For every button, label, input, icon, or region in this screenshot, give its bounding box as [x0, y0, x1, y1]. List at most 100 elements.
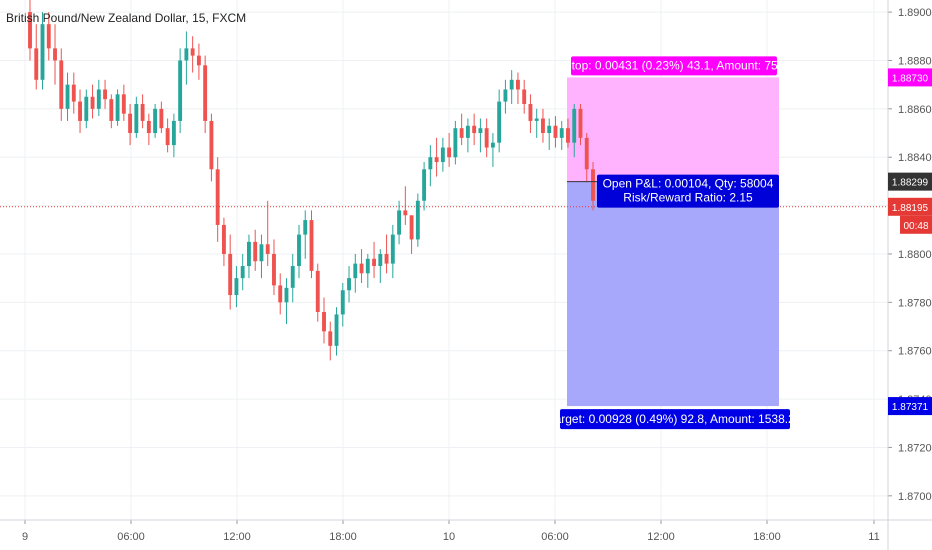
candle-body — [78, 101, 82, 121]
candle-body — [28, 12, 32, 49]
candle-body — [372, 258, 376, 267]
stop-zone[interactable] — [567, 77, 779, 182]
candle-body — [290, 266, 295, 288]
x-tick-label: 9 — [22, 531, 28, 543]
candle-body — [415, 200, 420, 240]
candle-body — [221, 224, 226, 254]
candle-body — [259, 244, 264, 262]
candle-body — [378, 253, 383, 267]
candle-body — [534, 118, 539, 121]
candle-body — [434, 157, 439, 163]
candle-body — [297, 234, 301, 267]
candle-body — [278, 285, 283, 303]
candle-body — [165, 128, 170, 146]
candle-body — [390, 234, 395, 264]
candle-body — [347, 278, 351, 291]
candle-body — [572, 108, 577, 143]
candle-body — [65, 84, 70, 109]
stop-price-tag-box — [888, 68, 932, 87]
candle-body — [134, 104, 139, 134]
chart-title: British Pound/New Zealand Dollar, 15, FX… — [6, 11, 246, 25]
candle-body — [591, 169, 595, 201]
countdown-timer: 00:48 — [903, 221, 928, 232]
candle-body — [303, 220, 308, 235]
candle-body — [115, 94, 120, 121]
position-overlay[interactable]: Stop: 0.00431 (0.23%) 43.1, Amount: 750 T… — [0, 56, 888, 430]
candle-body — [128, 113, 133, 134]
candle-body — [322, 312, 326, 332]
y-tick-label: 1.88000 — [898, 249, 932, 261]
y-tick-label: 1.89000 — [898, 7, 932, 19]
candle-body — [121, 94, 126, 114]
candle-body — [215, 169, 220, 225]
y-tick-label: 1.88800 — [898, 55, 932, 67]
x-tick-label: 11 — [868, 531, 879, 543]
candle-body — [459, 128, 464, 138]
candle-body — [578, 108, 583, 138]
candle-body — [334, 314, 339, 346]
candle-body — [447, 147, 452, 158]
candle-body — [365, 258, 370, 274]
candle-body — [490, 142, 495, 148]
y-tick-label: 1.87000 — [898, 491, 932, 503]
candle-body — [328, 331, 333, 346]
candle-body — [472, 125, 477, 134]
price-axis[interactable]: 1.890001.888001.886001.884001.882001.880… — [887, 0, 932, 550]
pnl-box — [597, 174, 779, 208]
candle-body — [465, 125, 470, 138]
candle-body — [84, 96, 89, 121]
candle-body — [428, 157, 433, 170]
candle-body — [522, 89, 527, 104]
candle-body — [547, 125, 552, 134]
candle-body — [40, 24, 45, 80]
target-label: Target: 0.00928 (0.49%) 92.8, Amount: 15… — [549, 412, 802, 426]
candle-body — [171, 120, 176, 146]
x-tick-label: 06:00 — [541, 531, 569, 543]
candle-body — [440, 147, 445, 163]
entry-price-tag-box — [888, 172, 932, 191]
candle-body — [503, 89, 508, 102]
candle-body — [34, 48, 39, 80]
candle-body — [403, 210, 408, 216]
candle-body — [228, 253, 233, 296]
entry-price-tag: 1.88299 — [892, 178, 929, 189]
candle-body — [453, 128, 458, 158]
candle-body — [340, 290, 345, 315]
stop-label-box — [571, 56, 777, 76]
candle-body — [190, 48, 195, 56]
candle-body — [309, 220, 314, 271]
target-price-tag: 1.87371 — [892, 402, 929, 413]
x-tick-label: 10 — [443, 531, 455, 543]
position-zones[interactable] — [567, 77, 779, 407]
candle-body — [103, 89, 108, 100]
y-tick-label: 1.87600 — [898, 346, 932, 358]
candle-body — [109, 99, 114, 121]
target-label-box — [560, 409, 790, 430]
x-tick-label: 12:00 — [223, 531, 251, 543]
candle-body — [209, 120, 214, 170]
time-axis[interactable]: 9 06:00 12:00 18:00 10 06:00 12:00 18:00 11 — [0, 519, 932, 543]
candle-body — [566, 128, 570, 143]
candle-body — [265, 244, 270, 254]
last-price-tag-box — [888, 197, 932, 216]
candle-body — [384, 253, 389, 264]
candle-body — [253, 241, 258, 262]
candle-body — [397, 210, 402, 235]
candle-body — [478, 128, 483, 134]
risk-reward-label: Risk/Reward Ratio: 2.15 — [623, 191, 753, 205]
target-zone[interactable] — [567, 181, 779, 407]
candle-body — [528, 104, 533, 121]
x-tick-label: 12:00 — [647, 531, 675, 543]
candle-body — [71, 84, 76, 102]
candle-body — [203, 65, 208, 121]
y-tick-label: 1.87200 — [898, 442, 932, 454]
candle-body — [153, 108, 158, 134]
candle-body — [315, 270, 320, 312]
candle-body — [484, 128, 489, 148]
candle-body — [353, 263, 358, 279]
candle-body — [559, 128, 564, 138]
candlesticks — [28, 0, 595, 361]
target-price-tag-box — [888, 397, 932, 416]
x-tick-label: 18:00 — [329, 531, 357, 543]
